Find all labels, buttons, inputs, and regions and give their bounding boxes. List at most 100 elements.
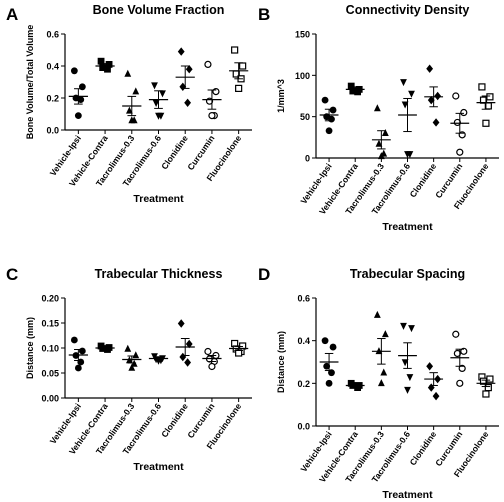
data-point bbox=[373, 310, 381, 318]
data-point bbox=[329, 343, 337, 351]
series-5 bbox=[424, 362, 444, 401]
y-tick-label: 0.00 bbox=[41, 394, 59, 404]
data-point bbox=[408, 90, 415, 98]
series-7 bbox=[229, 46, 249, 93]
data-point bbox=[482, 390, 490, 398]
data-point bbox=[208, 111, 216, 120]
y-tick-label: 0.6 bbox=[297, 294, 310, 304]
data-point bbox=[434, 91, 442, 101]
panel-D: D Trabecular Spacing 0.0 0.2 0.4 0.6 Distance … bbox=[258, 265, 499, 501]
data-point bbox=[231, 46, 239, 54]
data-point bbox=[325, 127, 333, 135]
y-axis-label: Bone Volume/Total Volume bbox=[25, 25, 35, 140]
data-point bbox=[128, 116, 136, 124]
data-point bbox=[486, 93, 494, 101]
chart-title: Trabecular Thickness bbox=[95, 267, 223, 281]
data-point bbox=[104, 65, 111, 73]
data-point bbox=[321, 96, 329, 104]
y-tick-label: 0.05 bbox=[41, 369, 59, 379]
data-point bbox=[482, 119, 490, 127]
panel-B: B Connectivity Density0501001501/mm^3Vehi… bbox=[258, 3, 499, 233]
data-point bbox=[184, 358, 192, 367]
series-2 bbox=[345, 82, 365, 96]
data-point bbox=[381, 129, 389, 136]
data-point bbox=[155, 357, 162, 365]
data-point bbox=[453, 118, 461, 127]
data-point bbox=[159, 90, 166, 98]
data-point bbox=[404, 386, 411, 394]
series-3 bbox=[371, 104, 391, 160]
series-4 bbox=[398, 79, 417, 159]
series-4 bbox=[398, 322, 417, 394]
panel-letter: D bbox=[258, 265, 270, 284]
data-point bbox=[235, 84, 243, 93]
data-point bbox=[155, 112, 162, 120]
y-tick-label: 0.2 bbox=[297, 379, 310, 389]
y-tick-label: 0.0 bbox=[297, 422, 310, 432]
data-point bbox=[124, 344, 132, 352]
data-point bbox=[377, 379, 385, 387]
series-6 bbox=[202, 60, 222, 120]
y-tick-label: 0 bbox=[305, 154, 310, 164]
series-5 bbox=[424, 64, 444, 127]
series-5 bbox=[175, 47, 195, 107]
data-point bbox=[432, 391, 440, 401]
data-point bbox=[381, 330, 389, 338]
data-point bbox=[426, 362, 434, 371]
panel-A: A Bone Volume Fraction 0.0 0.2 0.4 0.6 Bone Vo… bbox=[6, 3, 252, 205]
data-point bbox=[74, 112, 82, 119]
y-tick-label: 0.6 bbox=[46, 30, 59, 40]
series-1 bbox=[68, 67, 88, 119]
series-2 bbox=[95, 342, 115, 353]
data-point bbox=[400, 79, 407, 87]
series-3 bbox=[122, 69, 142, 124]
y-axis-label: 1/mm^3 bbox=[276, 79, 286, 113]
series-1 bbox=[68, 336, 88, 372]
series-7 bbox=[476, 373, 496, 398]
series-5 bbox=[175, 319, 195, 367]
series-2 bbox=[95, 57, 115, 73]
data-point bbox=[347, 82, 355, 90]
series-2 bbox=[345, 379, 365, 391]
data-point bbox=[380, 368, 388, 376]
data-point bbox=[404, 151, 411, 159]
x-axis-label: Treatment bbox=[382, 221, 433, 233]
series-6 bbox=[202, 347, 222, 371]
data-point bbox=[426, 64, 434, 73]
y-axis-label: Distance (mm) bbox=[25, 317, 35, 379]
data-point bbox=[456, 379, 464, 387]
data-point bbox=[99, 64, 107, 71]
data-point bbox=[427, 95, 435, 105]
data-point bbox=[401, 101, 409, 109]
chart-title: Connectivity Density bbox=[346, 3, 470, 17]
series-1 bbox=[319, 96, 339, 135]
data-point bbox=[179, 352, 187, 362]
y-tick-label: 0.15 bbox=[41, 319, 59, 329]
data-point bbox=[125, 106, 133, 114]
data-point bbox=[321, 337, 329, 345]
series-7 bbox=[476, 83, 496, 127]
panel-letter: B bbox=[258, 5, 270, 24]
y-axis-label: Distance (mm) bbox=[276, 331, 286, 393]
series-3 bbox=[371, 310, 391, 387]
data-point bbox=[400, 322, 407, 330]
y-tick-label: 0.4 bbox=[46, 62, 59, 72]
data-point bbox=[239, 62, 247, 70]
data-point bbox=[349, 87, 357, 95]
data-point bbox=[432, 118, 440, 127]
data-point bbox=[458, 364, 466, 372]
data-point bbox=[70, 336, 78, 344]
series-6 bbox=[450, 92, 470, 156]
data-point bbox=[478, 83, 486, 91]
data-point bbox=[105, 61, 113, 68]
data-point bbox=[70, 67, 78, 75]
data-point bbox=[78, 347, 86, 355]
x-axis-label: Treatment bbox=[133, 193, 184, 205]
data-point bbox=[406, 374, 414, 382]
data-point bbox=[184, 98, 192, 107]
panel-letter: A bbox=[6, 5, 18, 24]
y-tick-label: 0.2 bbox=[46, 94, 59, 104]
data-point bbox=[325, 379, 333, 387]
data-point bbox=[177, 47, 185, 56]
series-1 bbox=[319, 337, 339, 387]
